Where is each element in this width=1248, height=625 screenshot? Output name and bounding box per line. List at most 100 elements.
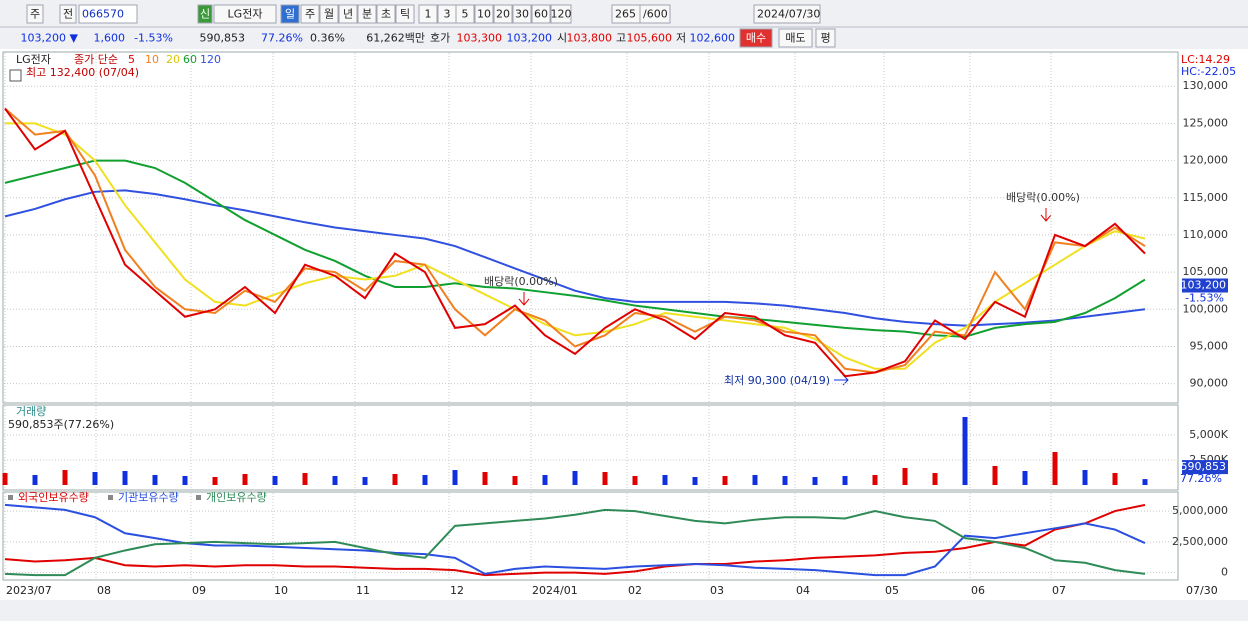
- toolbar-label[interactable]: 주: [305, 8, 315, 21]
- volume-bar: [632, 476, 638, 485]
- series-line: [4, 159, 1146, 338]
- toolbar-button[interactable]: [418, 4, 438, 24]
- series-line: [4, 189, 1146, 327]
- volume-bar: [842, 476, 848, 485]
- volume-bar: [872, 475, 878, 485]
- volume-bar: [1082, 470, 1088, 485]
- y-tick-label: 130,000: [1183, 79, 1229, 92]
- volume-bar: [542, 475, 548, 485]
- toolbar-label[interactable]: 5: [462, 8, 469, 21]
- toolbar-label[interactable]: 30: [515, 8, 529, 21]
- volume-bar: [992, 466, 998, 485]
- toolbar-label[interactable]: 120: [551, 8, 572, 21]
- price-panel: [2, 51, 1179, 404]
- volume-bar: [782, 476, 788, 485]
- y-tick-label: 90,000: [1190, 377, 1229, 390]
- toolbar-button[interactable]: [493, 4, 513, 24]
- x-tick-label: 06: [971, 584, 985, 597]
- toolbar-button[interactable]: [280, 4, 300, 24]
- volume-bar: [902, 468, 908, 485]
- x-tick-label: 2023/07: [6, 584, 52, 597]
- toolbar-button[interactable]: [357, 4, 377, 24]
- toolbar-label[interactable]: 틱: [400, 8, 410, 21]
- series-line: [4, 107, 1146, 374]
- toolbar-button[interactable]: [395, 4, 415, 24]
- holding-panel: [2, 491, 1179, 581]
- toolbar-button[interactable]: [78, 4, 138, 24]
- y-tick-label: 110,000: [1183, 228, 1229, 241]
- volume-bar: [1022, 471, 1028, 485]
- x-tick-label: 03: [710, 584, 724, 597]
- calendar-icon: [9, 69, 22, 82]
- volume-bar: [932, 473, 938, 485]
- toolbar-button[interactable]: [197, 4, 213, 24]
- toolbar-button[interactable]: [26, 4, 44, 24]
- toolbar-label[interactable]: 일: [285, 7, 295, 21]
- toolbar-button[interactable]: [455, 4, 475, 24]
- toolbar-label[interactable]: 2024/07/30: [757, 8, 820, 21]
- toolbar-label[interactable]: 월: [324, 8, 334, 21]
- toolbar-button[interactable]: [319, 4, 339, 24]
- volume-bar: [182, 476, 188, 485]
- toolbar-label[interactable]: 1: [425, 8, 432, 21]
- order-button[interactable]: [739, 28, 773, 48]
- toolbar-label[interactable]: 년: [343, 8, 353, 21]
- toolbar-label[interactable]: /600: [643, 8, 668, 21]
- series-line: [4, 503, 1146, 577]
- volume-bar: [482, 472, 488, 485]
- volume-bar: [302, 473, 308, 485]
- info-label[interactable]: 매수: [746, 32, 766, 45]
- info-label: 103,300: [457, 32, 503, 45]
- order-button[interactable]: [815, 28, 836, 48]
- toolbar-button[interactable]: [474, 4, 494, 24]
- volume-bar: [92, 472, 98, 485]
- toolbar-button[interactable]: [376, 4, 396, 24]
- info-label: 103,800: [567, 32, 613, 45]
- x-tick-label: 09: [192, 584, 206, 597]
- toolbar-button[interactable]: [753, 4, 821, 24]
- volume-bar: [1112, 473, 1118, 485]
- volume-bar: [812, 477, 818, 485]
- toolbar-label[interactable]: 60: [534, 8, 548, 21]
- info-label[interactable]: 평: [820, 32, 830, 45]
- toolbar-button[interactable]: [512, 4, 532, 24]
- toolbar-label[interactable]: 주: [30, 8, 40, 21]
- legend-entry: 20: [166, 53, 180, 66]
- volume-bar: [692, 477, 698, 485]
- toolbar-button[interactable]: [300, 4, 320, 24]
- info-label: 77.26%: [261, 32, 303, 45]
- toolbar-button[interactable]: [531, 4, 551, 24]
- toolbar-button[interactable]: [59, 4, 77, 24]
- toolbar-button[interactable]: [550, 4, 572, 24]
- toolbar-label[interactable]: 분: [362, 8, 372, 21]
- toolbar-label[interactable]: 10: [477, 8, 491, 21]
- volume-bar: [452, 470, 458, 485]
- change-label: -1.53%: [1185, 291, 1224, 304]
- legend-entry: 10: [145, 53, 159, 66]
- info-label[interactable]: 매도: [785, 32, 805, 45]
- order-button[interactable]: [778, 28, 813, 48]
- toolbar-label[interactable]: 3: [444, 8, 451, 21]
- toolbar-label[interactable]: 20: [496, 8, 510, 21]
- toolbar-button[interactable]: [338, 4, 358, 24]
- toolbar-label[interactable]: 066570: [82, 8, 124, 21]
- legend-entry: 외국인보유수량: [18, 491, 89, 504]
- volume-bar: [122, 471, 128, 485]
- toolbar-label[interactable]: 265: [615, 8, 636, 21]
- info-label: 0.36%: [310, 32, 345, 45]
- toolbar-button[interactable]: [639, 4, 671, 24]
- toolbar-label[interactable]: LG전자: [228, 8, 263, 21]
- y-tick-label: 5,000K: [1189, 428, 1228, 441]
- volume-bar: [62, 470, 68, 485]
- series-line: [4, 503, 1146, 577]
- toolbar-button[interactable]: [213, 4, 277, 24]
- toolbar-label[interactable]: 전: [63, 8, 73, 21]
- info-label: 105,600: [627, 32, 673, 45]
- info-label: 102,600: [690, 32, 736, 45]
- toolbar-label[interactable]: 초: [381, 8, 391, 21]
- legend-entry: 5: [128, 53, 135, 66]
- dividend-arrow: [518, 292, 530, 306]
- toolbar-label[interactable]: 신: [200, 8, 210, 21]
- volume-info: 590,853주(77.26%): [8, 418, 114, 431]
- info-label: 1,600: [94, 32, 126, 45]
